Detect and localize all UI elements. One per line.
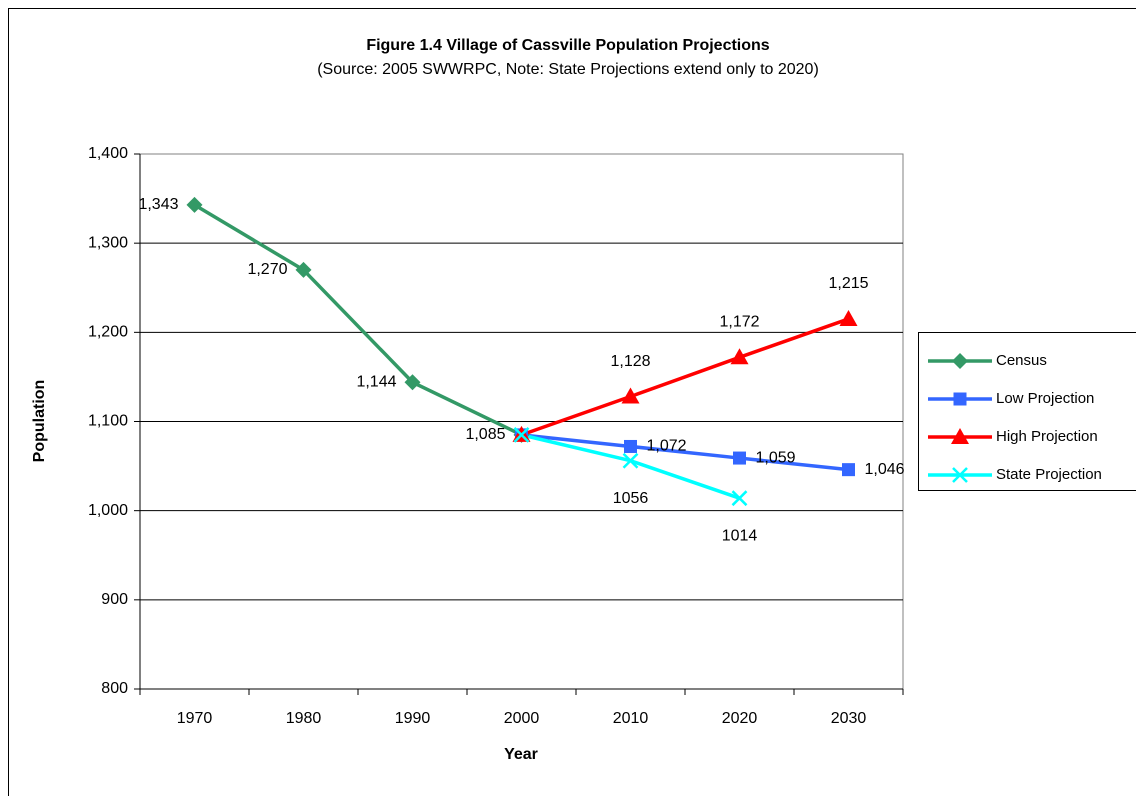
data-label: 1,215	[828, 275, 868, 292]
data-label: 1,085	[465, 426, 505, 443]
x-tick-label: 1990	[395, 710, 431, 727]
data-label: 1,144	[356, 373, 396, 390]
marker	[733, 451, 746, 465]
legend-label: State Projection	[996, 466, 1102, 483]
y-tick-label: 900	[101, 591, 128, 608]
legend-marker	[951, 428, 969, 444]
y-tick-label: 800	[101, 680, 128, 697]
x-axis-title: Year	[504, 746, 538, 763]
marker	[624, 439, 637, 453]
x-tick-label: 1970	[177, 710, 213, 727]
legend-label: Census	[996, 352, 1047, 369]
chart-title: Figure 1.4 Village of Cassville Populati…	[366, 37, 769, 54]
legend-marker	[952, 353, 968, 369]
data-label: 1,072	[647, 438, 687, 455]
data-label: 1,270	[247, 261, 287, 278]
y-tick-label: 1,000	[88, 502, 128, 519]
legend-marker	[953, 392, 967, 406]
x-tick-label: 2020	[722, 710, 758, 727]
marker	[621, 387, 640, 404]
legend-marker	[952, 467, 968, 483]
legend-label: High Projection	[996, 428, 1098, 445]
data-label: 1,059	[756, 449, 796, 466]
series-line	[521, 433, 849, 472]
data-label: 1014	[722, 527, 758, 544]
series-line	[520, 317, 850, 437]
series-line	[193, 203, 523, 437]
y-tick-label: 1,300	[88, 234, 128, 251]
y-tick-label: 1,400	[88, 145, 128, 162]
y-tick-label: 1,100	[88, 413, 128, 430]
marker	[842, 463, 855, 477]
marker	[730, 348, 749, 365]
chart-subtitle: (Source: 2005 SWWRPC, Note: State Projec…	[317, 61, 819, 78]
x-tick-label: 1980	[286, 710, 322, 727]
data-label: 1,128	[610, 353, 650, 370]
data-label: 1056	[613, 490, 649, 507]
data-label: 1,046	[865, 461, 905, 478]
marker	[404, 374, 421, 391]
marker	[731, 490, 748, 507]
legend-label: Low Projection	[996, 390, 1094, 407]
y-tick-label: 1,200	[88, 324, 128, 341]
marker	[186, 196, 203, 213]
data-label: 1,172	[719, 314, 759, 331]
marker	[295, 261, 312, 278]
marker	[839, 309, 858, 326]
marker	[513, 426, 530, 443]
marker	[622, 452, 639, 469]
data-label: 1,343	[138, 196, 178, 213]
y-axis-title: Population	[31, 380, 48, 463]
x-tick-label: 2000	[504, 710, 540, 727]
x-tick-label: 2010	[613, 710, 649, 727]
x-tick-label: 2030	[831, 710, 867, 727]
